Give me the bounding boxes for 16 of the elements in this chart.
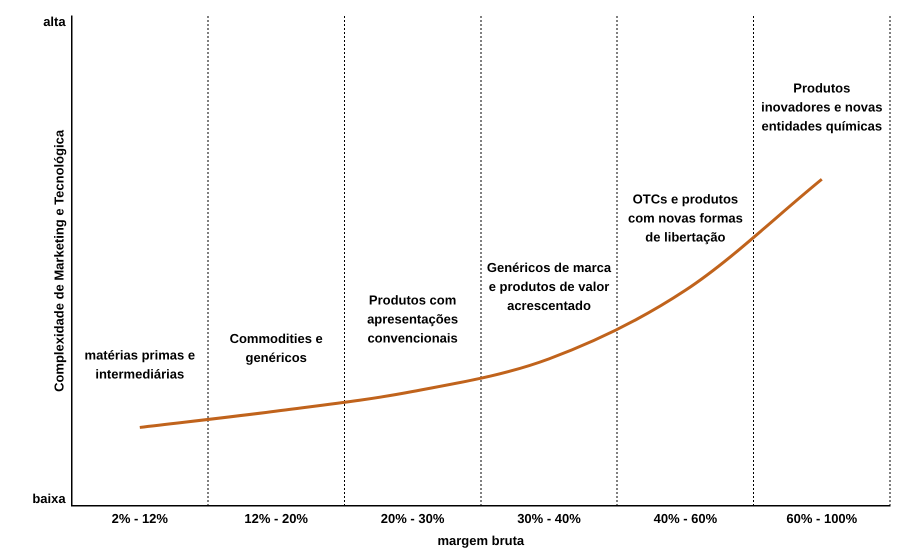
x-tick-label: 60% - 100% <box>786 511 858 526</box>
text: Produtos inovadores e novas entidades químicas <box>761 80 882 134</box>
text: alta <box>43 14 66 30</box>
x-tick-label: 20% - 30% <box>380 511 445 526</box>
annotation: matérias primas e intermediárias <box>84 348 196 382</box>
x-tick-label: 30% - 40% <box>517 511 582 526</box>
x-tick-label: 40% - 60% <box>654 511 718 526</box>
x-axis-title: margem bruta <box>437 532 525 548</box>
annotation: OTCs e produtos com novas formas de libertação <box>628 191 743 244</box>
text: baixa <box>32 490 66 506</box>
annotation: Produtos com apresentações convencionais <box>367 292 458 346</box>
annotation: Commodities e genéricos <box>230 331 323 366</box>
y-axis-title: Complexidade de Marketing e Tecnológica <box>51 129 66 392</box>
annotation: Genéricos de marca e produtos de valor acrescentado <box>486 260 612 313</box>
x-tick-label: 2% - 12% <box>112 511 168 526</box>
x-tick-label: 12% - 20% <box>244 511 308 526</box>
